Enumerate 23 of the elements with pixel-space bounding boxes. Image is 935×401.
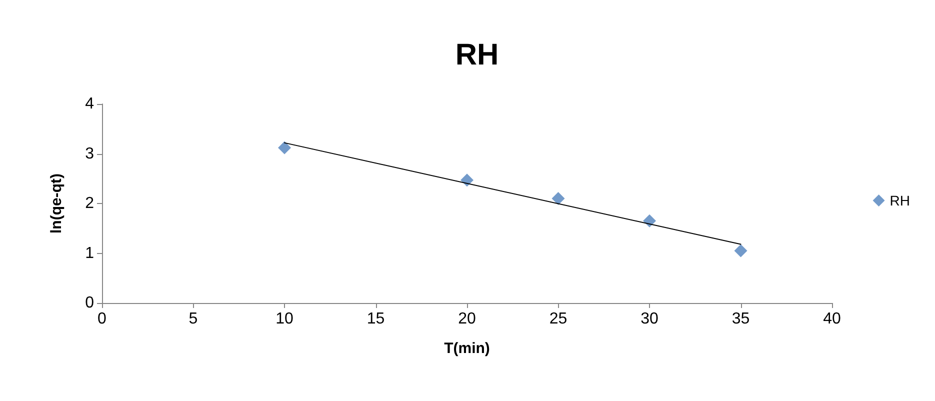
- y-tick-label: 1: [85, 244, 94, 262]
- x-tick-label: 0: [98, 310, 107, 328]
- x-tick-label: 35: [732, 310, 750, 328]
- x-tick-label: 10: [276, 310, 294, 328]
- point: [734, 244, 748, 258]
- x-tick-label: 25: [549, 310, 568, 328]
- y-tick-label: 2: [85, 195, 94, 212]
- x-tick-label: 15: [366, 310, 385, 328]
- x-tick-label: 40: [823, 310, 841, 328]
- point: [643, 214, 656, 228]
- x-tick-label: 30: [640, 310, 658, 328]
- y-tick-label: 4: [85, 96, 94, 112]
- point: [278, 141, 291, 154]
- point: [552, 192, 565, 206]
- y-axis-title: ln(qe-qt): [48, 174, 65, 234]
- point: [460, 174, 474, 187]
- legend-label: RH: [890, 192, 910, 208]
- x-tick-label: 5: [188, 310, 198, 328]
- x-axis-title: T(min): [444, 340, 490, 357]
- y-tick-label: 0: [85, 294, 94, 312]
- x-tick-label: 20: [458, 310, 476, 328]
- y-tick-label: 3: [85, 145, 94, 162]
- chart-title: RH: [455, 38, 499, 72]
